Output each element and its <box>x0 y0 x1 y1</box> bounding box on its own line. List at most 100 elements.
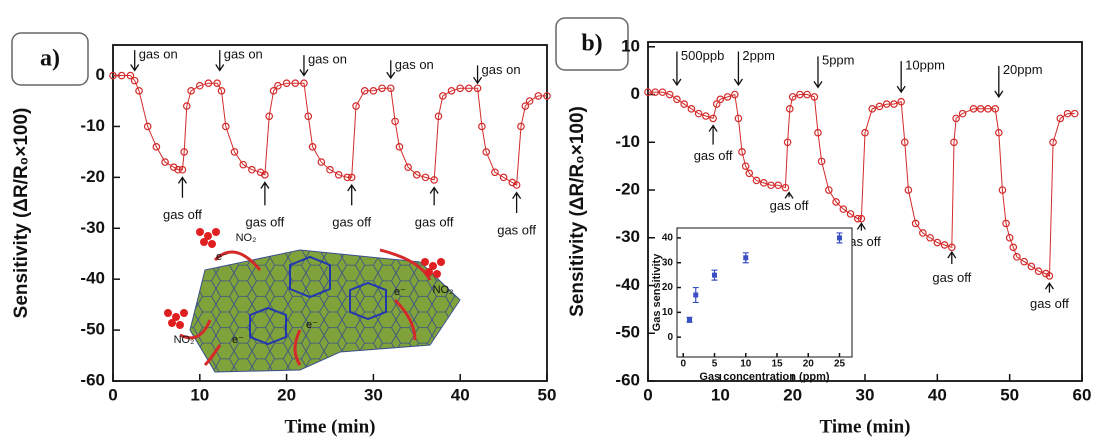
gas-off-arrow <box>1044 281 1054 293</box>
data-point <box>126 71 135 80</box>
gas-on-label: 2ppm <box>742 48 775 63</box>
data-point <box>196 81 204 90</box>
y-tick-label: -10 <box>80 116 105 135</box>
gas-on-label: 5ppm <box>822 53 855 68</box>
data-point <box>900 138 909 147</box>
gas-on-arrow <box>386 60 396 80</box>
data-point <box>926 233 934 242</box>
data-point <box>512 181 521 189</box>
data-point <box>694 109 703 118</box>
data-point <box>152 143 161 151</box>
gas-off-label: gas off <box>497 222 536 237</box>
y-axis-title: Sensitivity (ΔR/R₀×100) <box>11 108 32 319</box>
data-point <box>743 255 749 261</box>
data-point <box>644 88 652 96</box>
gas-on-label: gas on <box>224 47 263 62</box>
data-point <box>291 79 300 87</box>
data-point <box>421 173 430 182</box>
data-point <box>180 148 188 156</box>
data-point <box>499 173 508 182</box>
data-point <box>304 112 313 121</box>
gas-off-label: gas off <box>694 148 733 163</box>
gas-on-label: gas on <box>139 47 178 62</box>
data-point <box>933 238 942 247</box>
gas-off-arrow <box>947 250 957 265</box>
data-point <box>135 87 143 95</box>
data-point <box>940 241 949 249</box>
data-point <box>853 214 862 223</box>
y-tick-label: -10 <box>615 132 640 151</box>
x-tick-label: 0 <box>643 385 652 404</box>
data-point <box>651 88 660 96</box>
panel-label-b: b) <box>555 17 629 71</box>
x-tick-label: 50 <box>1000 385 1019 404</box>
data-point <box>976 105 985 113</box>
data-point <box>716 95 725 104</box>
data-point <box>788 93 797 101</box>
data-point <box>543 92 551 100</box>
data-point <box>991 105 1000 113</box>
illustration-label: e⁻ <box>232 334 244 346</box>
panel-label-a: a) <box>11 32 89 86</box>
data-point <box>239 160 248 169</box>
x-tick-label: 0 <box>108 385 117 404</box>
data-point <box>995 128 1003 137</box>
gas-on-arrow <box>299 55 309 77</box>
x-tick-label: 0 <box>680 359 686 370</box>
gas-on-arrow <box>994 65 1004 99</box>
x-tick-label: 5 <box>712 359 718 370</box>
data-point <box>308 143 317 151</box>
data-point <box>1013 253 1021 261</box>
y-tick-label: 10 <box>621 36 640 55</box>
chart-2: 0 5 10 15 20 25 0 10 20 30 40 Gas concentration (pp… <box>651 227 853 383</box>
data-point <box>857 214 866 223</box>
gas-off-label: gas off <box>415 215 454 230</box>
data-point <box>839 205 848 213</box>
x-tick-label: 20 <box>803 359 815 370</box>
data-point <box>734 114 743 123</box>
data-point <box>109 71 117 80</box>
data-point <box>810 93 819 101</box>
y-axis-title: Sensitivity (ΔR/R₀×100) <box>567 106 588 317</box>
gas-off-label: gas off <box>163 207 202 222</box>
data-point <box>897 97 905 106</box>
data-point <box>687 317 692 323</box>
data-point <box>712 272 717 278</box>
data-point <box>343 173 352 182</box>
data-point <box>430 176 438 184</box>
data-point <box>673 95 681 104</box>
x-axis-title: Gas concentration (ppm) <box>699 371 830 383</box>
data-point <box>326 165 334 174</box>
x-tick-label: 10 <box>190 385 209 404</box>
data-point <box>702 112 710 120</box>
illustration-label: NO₂ <box>236 232 257 244</box>
x-axis-title: Time (min) <box>285 416 376 437</box>
data-point <box>230 148 239 156</box>
data-point <box>300 79 308 87</box>
y-tick-label: -50 <box>80 320 105 339</box>
data-point <box>723 93 732 101</box>
data-point <box>222 122 230 131</box>
data-point <box>774 181 783 190</box>
data-point <box>265 112 274 121</box>
x-tick-label: 60 <box>1073 385 1092 404</box>
data-point <box>130 76 139 85</box>
data-point <box>1063 109 1072 118</box>
data-point <box>1070 109 1079 118</box>
data-point <box>269 87 278 95</box>
y-axis-title: Gas sensitivity <box>651 253 663 332</box>
data-point <box>491 168 499 177</box>
data-point <box>447 87 456 95</box>
data-point <box>919 229 927 237</box>
y-tick-label: -20 <box>80 167 105 186</box>
data-point <box>174 165 182 174</box>
plot-frame <box>676 227 853 358</box>
data-point <box>875 102 884 111</box>
data-point <box>665 90 674 99</box>
data-point <box>1005 233 1014 242</box>
data-point <box>334 171 343 179</box>
data-point <box>482 148 491 156</box>
gas-off-label: gas off <box>770 198 809 213</box>
data-point <box>904 186 913 194</box>
